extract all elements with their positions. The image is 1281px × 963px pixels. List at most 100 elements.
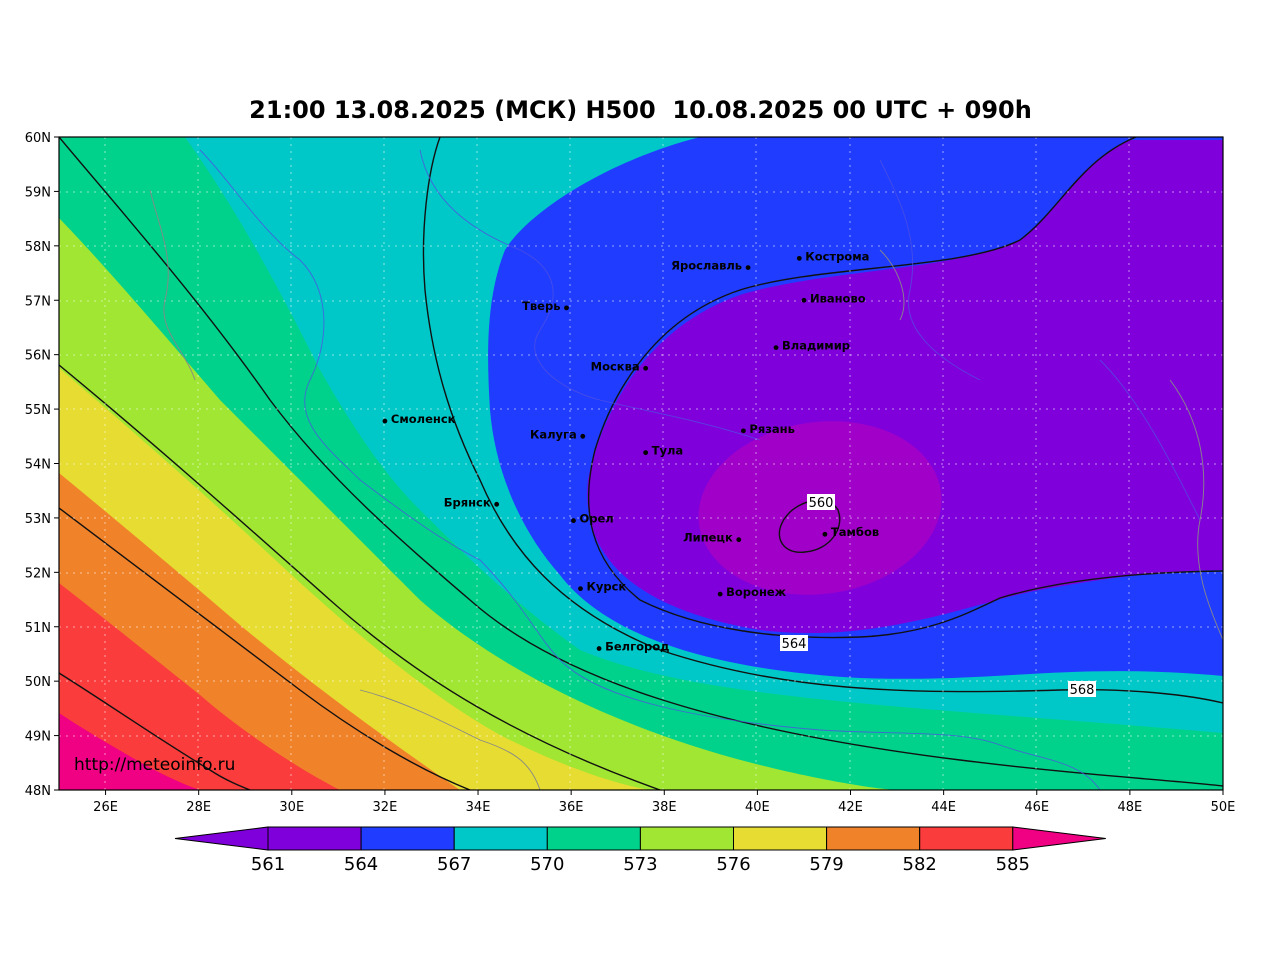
city-label: Тула [652,444,684,458]
city-label: Рязань [749,422,794,436]
city-label: Белгород [605,640,669,654]
contour-576 [59,364,661,790]
contour-584 [59,672,251,790]
colorbar-label: 585 [996,854,1030,875]
city-label: Иваново [810,291,866,305]
lon-tick-label: 34E [466,800,491,815]
lat-tick-label: 48N [25,784,51,799]
city-label: Орел [579,512,613,526]
city-label: Тверь [522,299,560,313]
map-title: 21:00 13.08.2025 (МСК) H500 10.08.2025 0… [249,96,1032,124]
colorbar-label: 561 [251,854,285,875]
lat-tick-label: 49N [25,730,51,745]
city-dot [578,586,583,592]
city-markers: Кострома Ярославль Иваново Тверь Владимир Мос… [382,249,879,654]
colorbar-label: 582 [903,854,937,875]
lat-tick-label: 58N [25,240,51,255]
lon-tick-label: 26E [93,800,118,815]
lat-tick-label: 50N [25,675,51,690]
lat-tick-label: 60N [25,131,51,146]
band-582 [59,583,340,790]
city-dot [717,591,723,597]
colorbar-label: 570 [530,854,564,875]
lon-tick-label: 32E [373,800,398,815]
lon-tick-label: 46E [1024,800,1049,815]
colorbar-segment [267,826,362,851]
city-label: Тамбов [831,525,879,539]
lat-tick-label: 56N [25,349,51,364]
lon-tick-label: 36E [559,800,584,815]
city-label: Калуга [530,427,577,441]
colorbar-label: 576 [716,854,750,875]
colorbar-segment [453,826,548,851]
city-dot [822,531,828,537]
contour-label-568: 568 [1070,683,1095,698]
colorbar: 561 564 567 570 573 576 579 582 585 [174,826,1106,875]
lon-tick-label: 40E [745,800,770,815]
city-label: Смоленск [391,412,456,426]
city-dot [796,255,802,261]
colorbar-segment [639,826,735,851]
lon-tick-label: 50E [1211,800,1236,815]
city-dot [494,501,500,507]
city-dot [801,297,807,303]
city-dot [741,428,746,434]
city-dot [736,537,742,543]
lat-tick-label: 55N [25,403,51,418]
lat-tick-label: 57N [25,294,51,309]
colorbar-segment [919,826,1014,851]
colorbar-label: 567 [437,854,471,875]
coastlines [149,189,1223,790]
lat-tick-label: 59N [25,185,51,200]
lat-tick-label: 53N [25,512,51,527]
colorbar-segment [733,826,828,851]
axis-ticks: 60N 59N 58N 57N 56N 55N 54N 53N 52N 51N 50N 49N 48N 2… [25,131,1236,815]
city-dot [564,305,569,311]
colorbar-segment [826,826,921,851]
contour-label-560: 560 [809,496,834,511]
graticule [59,137,1223,790]
lon-tick-label: 42E [838,800,863,815]
colorbar-label: 579 [809,854,843,875]
colorbar-arrow-low [174,826,269,851]
city-dot [580,433,586,439]
colorbar-label: 564 [344,854,378,875]
contour-568 [422,137,1223,704]
contour-580 [59,507,471,790]
watermark-url: http://meteoinfo.ru [74,755,235,775]
colorbar-arrow-high [1012,826,1106,851]
city-label: Воронеж [726,585,787,599]
city-dot [571,518,576,524]
lon-tick-label: 30E [279,800,304,815]
city-label: Москва [591,359,640,373]
city-dot [643,450,649,456]
lat-tick-label: 54N [25,458,51,473]
lat-tick-label: 52N [25,566,51,581]
colorbar-segment [546,826,641,851]
city-label: Курск [586,580,626,594]
city-dot [773,345,779,350]
city-dot [596,646,602,651]
city-label: Кострома [805,249,869,263]
city-label: Брянск [444,495,491,509]
contour-label-564: 564 [782,637,807,652]
lon-tick-label: 44E [931,800,956,815]
city-dot [643,365,649,371]
contour-label-group: 560 564 568 [780,494,1096,698]
band-585 [59,713,200,790]
lon-tick-label: 28E [186,800,211,815]
city-label: Ярославль [671,259,742,273]
height-field [59,137,1223,790]
region-borders [199,149,1201,790]
lon-tick-label: 38E [652,800,677,815]
lat-tick-label: 51N [25,621,51,636]
city-label: Владимир [782,339,850,353]
lon-tick-label: 48E [1117,800,1142,815]
city-dot [745,265,751,270]
colorbar-segment [360,826,455,851]
city-label: Липецк [683,531,733,545]
colorbar-label: 573 [623,854,657,875]
contour-564 [587,137,1223,639]
city-dot [382,418,388,424]
